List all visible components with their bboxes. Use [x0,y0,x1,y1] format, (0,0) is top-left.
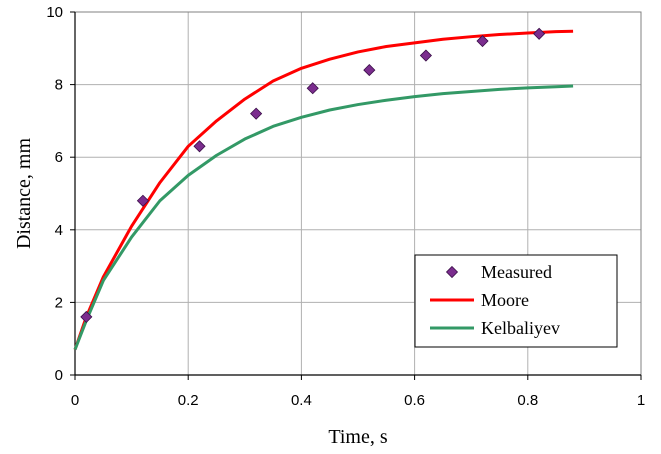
x-tick-label: 1 [637,392,645,409]
x-tick-label: 0.8 [517,392,538,409]
legend-label-measured: Measured [481,262,552,282]
legend-marker-measured [445,265,459,279]
legend-label-kelbaliyev: Kelbaliyev [481,318,560,338]
y-tick-label: 6 [55,149,63,166]
y-tick-label: 10 [46,4,63,21]
data-point-measured [250,107,263,120]
data-point-measured [306,82,319,95]
legend-label-moore: Moore [481,290,529,310]
series-layer [73,27,574,351]
x-axis-title: Time, s [328,426,388,448]
x-tick-label: 0.4 [291,392,312,409]
y-tick-label: 8 [55,77,63,94]
y-tick-label: 2 [55,294,63,311]
y-axis-title: Distance, mm [13,138,35,250]
series-line-moore [73,29,574,351]
data-point-measured [419,49,432,62]
data-point-measured [533,27,546,40]
x-tick-label: 0.6 [404,392,425,409]
x-tick-label: 0.2 [178,392,199,409]
data-point-measured [476,34,489,48]
y-tick-label: 4 [55,222,63,239]
data-point-measured [193,140,206,153]
y-tick-label: 0 [55,367,63,384]
data-point-measured [80,310,93,323]
data-point-measured [136,194,149,207]
legend: Measured Moore Kelbaliyev [414,254,618,348]
axes [70,11,642,380]
series-line-kelbaliyev [73,84,574,351]
data-point-measured [363,64,376,77]
x-tick-label: 0 [71,392,79,409]
